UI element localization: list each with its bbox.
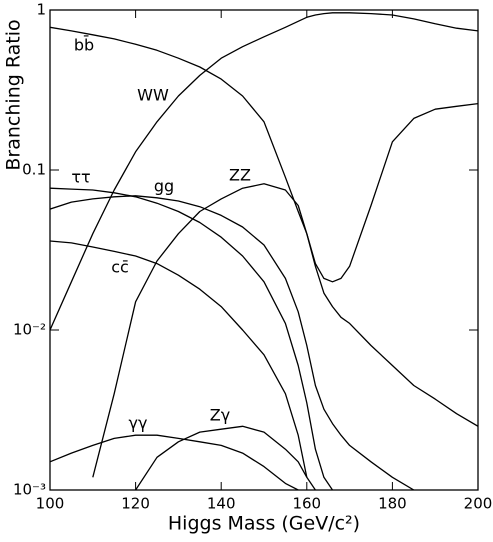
curve-label: bb̄ — [74, 36, 94, 55]
curve — [92, 102, 478, 478]
y-tick-label: 1 — [36, 1, 46, 19]
plot-frame — [49, 9, 479, 491]
x-tick-label: 180 — [378, 495, 407, 513]
curve — [50, 240, 308, 478]
curve-label: ZZ — [229, 166, 251, 185]
y-tick-label: 0.1 — [22, 161, 46, 179]
x-tick-label: 200 — [464, 495, 493, 513]
x-tick-label: 100 — [36, 495, 65, 513]
x-axis-label: Higgs Mass (GeV/c²) — [168, 513, 360, 535]
curve — [50, 187, 334, 490]
curve — [50, 195, 415, 490]
curve-label: cc̄ — [111, 258, 129, 277]
y-tick-label: 10⁻³ — [13, 481, 46, 499]
x-tick-label: 120 — [121, 495, 150, 513]
curve-label: gg — [154, 177, 174, 196]
curve — [135, 425, 316, 490]
curves — [50, 12, 478, 490]
curve-label: ττ — [71, 168, 90, 187]
curve-label: Zγ — [210, 406, 230, 425]
y-axis-label: Branching Ratio — [3, 19, 25, 170]
x-tick-label: 160 — [292, 495, 321, 513]
curve-label: WW — [137, 86, 169, 105]
curve-label: γγ — [129, 414, 148, 433]
curve — [50, 434, 299, 490]
x-tick-label: 140 — [207, 495, 236, 513]
y-tick-label: 10⁻² — [13, 321, 46, 339]
curve — [50, 26, 478, 427]
